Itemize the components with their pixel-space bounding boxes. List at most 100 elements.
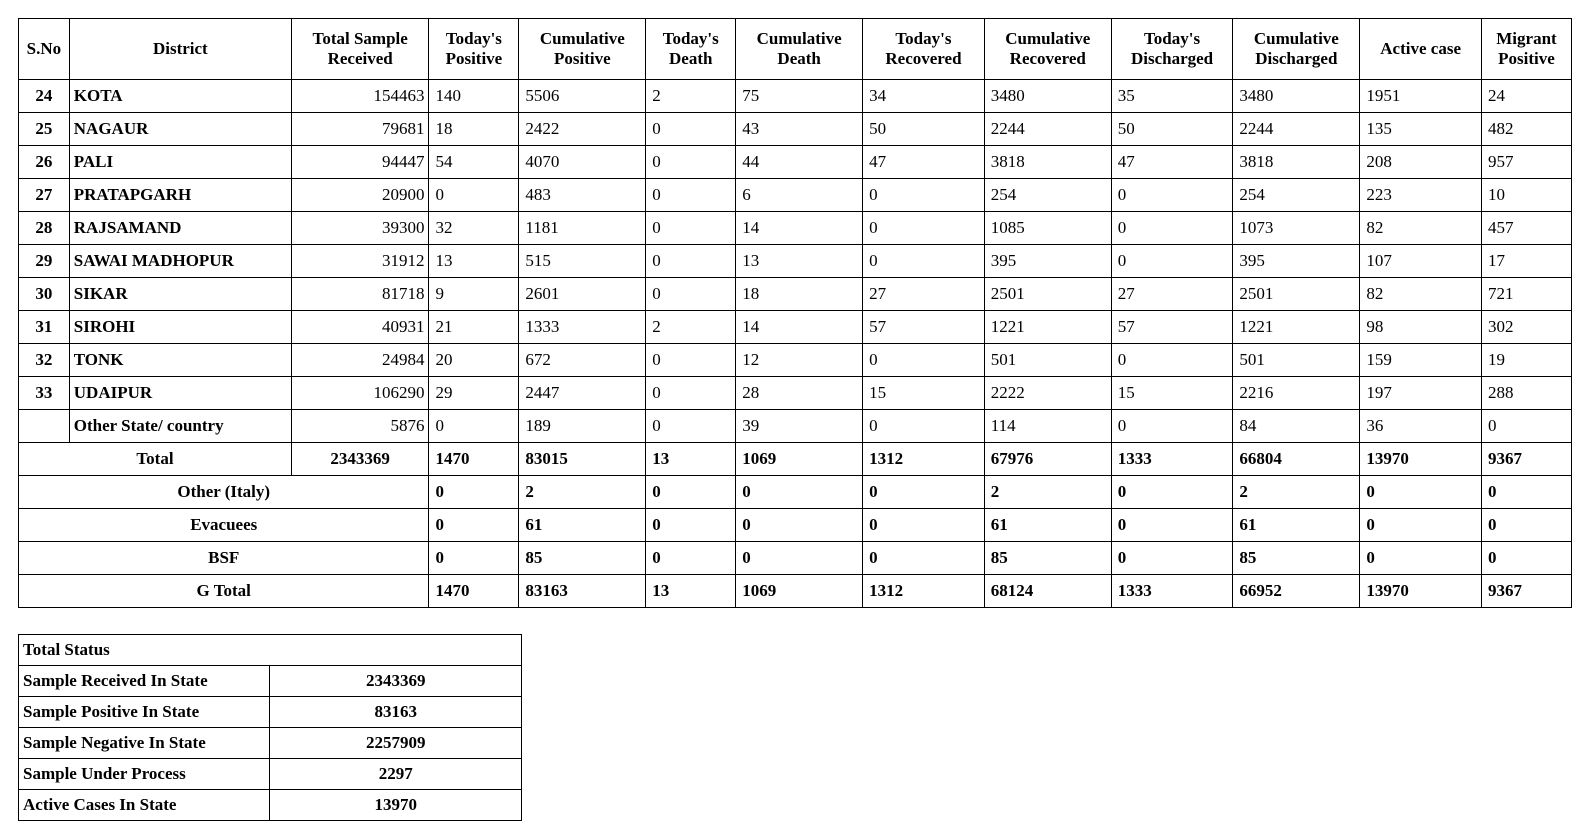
cell-sno: 31	[19, 311, 70, 344]
cell-cdis: 2244	[1233, 113, 1360, 146]
cell-active: 208	[1360, 146, 1482, 179]
cell-active: 13970	[1360, 575, 1482, 608]
cell-cdis: 395	[1233, 245, 1360, 278]
cell-cr: 2	[984, 476, 1111, 509]
cell-tr: 1312	[863, 443, 985, 476]
table-row: 32TONK24984206720120501050115919	[19, 344, 1572, 377]
cell-cd: 0	[736, 542, 863, 575]
cell-td: 2	[646, 80, 736, 113]
cell-td: 0	[646, 146, 736, 179]
cell-tr: 0	[863, 179, 985, 212]
status-label: Sample Under Process	[19, 759, 270, 790]
summary-label: BSF	[19, 542, 429, 575]
cell-cr: 501	[984, 344, 1111, 377]
cell-td: 13	[646, 443, 736, 476]
cell-district: SIKAR	[69, 278, 291, 311]
cell-cd: 12	[736, 344, 863, 377]
cell-cd: 44	[736, 146, 863, 179]
table-row: 26PALI94447544070044473818473818208957	[19, 146, 1572, 179]
cell-district: Other State/ country	[69, 410, 291, 443]
col-cum-discharged: Cumulative Discharged	[1233, 19, 1360, 80]
cell-tr: 0	[863, 476, 985, 509]
cell-active: 159	[1360, 344, 1482, 377]
cell-mig: 288	[1481, 377, 1571, 410]
cell-tsr: 20900	[291, 179, 429, 212]
cell-cdis: 3480	[1233, 80, 1360, 113]
status-value: 2343369	[270, 666, 522, 697]
cell-cd: 14	[736, 212, 863, 245]
cell-mig: 9367	[1481, 443, 1571, 476]
cell-cp: 2601	[519, 278, 646, 311]
table-row: 27PRATAPGARH209000483060254025422310	[19, 179, 1572, 212]
cell-sno: 28	[19, 212, 70, 245]
cell-cp: 515	[519, 245, 646, 278]
cell-district: PRATAPGARH	[69, 179, 291, 212]
cell-active: 223	[1360, 179, 1482, 212]
cell-cd: 39	[736, 410, 863, 443]
status-row: Sample Negative In State2257909	[19, 728, 522, 759]
cell-mig: 19	[1481, 344, 1571, 377]
cell-district: KOTA	[69, 80, 291, 113]
cell-cdis: 254	[1233, 179, 1360, 212]
cell-cp: 83163	[519, 575, 646, 608]
cell-tr: 0	[863, 212, 985, 245]
status-label: Sample Negative In State	[19, 728, 270, 759]
cell-td: 0	[646, 410, 736, 443]
cell-td: 0	[646, 344, 736, 377]
cell-td: 0	[646, 212, 736, 245]
summary-label: Evacuees	[19, 509, 429, 542]
cell-tdis: 0	[1111, 245, 1233, 278]
cell-tdis: 0	[1111, 410, 1233, 443]
cell-active: 82	[1360, 212, 1482, 245]
col-todays-recovered: Today's Recovered	[863, 19, 985, 80]
cell-active: 13970	[1360, 443, 1482, 476]
cell-cdis: 501	[1233, 344, 1360, 377]
cell-mig: 721	[1481, 278, 1571, 311]
total-row: Total 2343369 1470 83015 13 1069 1312 67…	[19, 443, 1572, 476]
cell-tp: 0	[429, 476, 519, 509]
cell-cdis: 1073	[1233, 212, 1360, 245]
cell-tp: 0	[429, 410, 519, 443]
cell-tp: 1470	[429, 575, 519, 608]
cell-td: 0	[646, 542, 736, 575]
covid-district-table: S.No District Total Sample Received Toda…	[18, 18, 1572, 608]
cell-cp: 4070	[519, 146, 646, 179]
cell-tsr: 24984	[291, 344, 429, 377]
cell-mig: 482	[1481, 113, 1571, 146]
cell-cp: 61	[519, 509, 646, 542]
status-value: 13970	[270, 790, 522, 821]
cell-tsr: 39300	[291, 212, 429, 245]
cell-tdis: 0	[1111, 509, 1233, 542]
cell-cdis: 61	[1233, 509, 1360, 542]
cell-cr: 2222	[984, 377, 1111, 410]
col-cum-death: Cumulative Death	[736, 19, 863, 80]
cell-active: 197	[1360, 377, 1482, 410]
cell-mig: 0	[1481, 542, 1571, 575]
cell-td: 0	[646, 245, 736, 278]
cell-tsr: 2343369	[291, 443, 429, 476]
cell-cdis: 66952	[1233, 575, 1360, 608]
cell-sno: 24	[19, 80, 70, 113]
status-row: Active Cases In State13970	[19, 790, 522, 821]
cell-district: RAJSAMAND	[69, 212, 291, 245]
cell-active: 0	[1360, 509, 1482, 542]
col-sno: S.No	[19, 19, 70, 80]
cell-cr: 68124	[984, 575, 1111, 608]
cell-district: PALI	[69, 146, 291, 179]
cell-tp: 18	[429, 113, 519, 146]
cell-td: 0	[646, 509, 736, 542]
cell-cd: 0	[736, 476, 863, 509]
cell-cp: 483	[519, 179, 646, 212]
cell-district: TONK	[69, 344, 291, 377]
cell-cp: 2422	[519, 113, 646, 146]
cell-cp: 2	[519, 476, 646, 509]
cell-cd: 0	[736, 509, 863, 542]
cell-mig: 0	[1481, 476, 1571, 509]
cell-td: 0	[646, 476, 736, 509]
cell-tr: 47	[863, 146, 985, 179]
cell-cp: 189	[519, 410, 646, 443]
col-cum-recovered: Cumulative Recovered	[984, 19, 1111, 80]
cell-active: 135	[1360, 113, 1482, 146]
cell-tdis: 47	[1111, 146, 1233, 179]
cell-active: 0	[1360, 476, 1482, 509]
